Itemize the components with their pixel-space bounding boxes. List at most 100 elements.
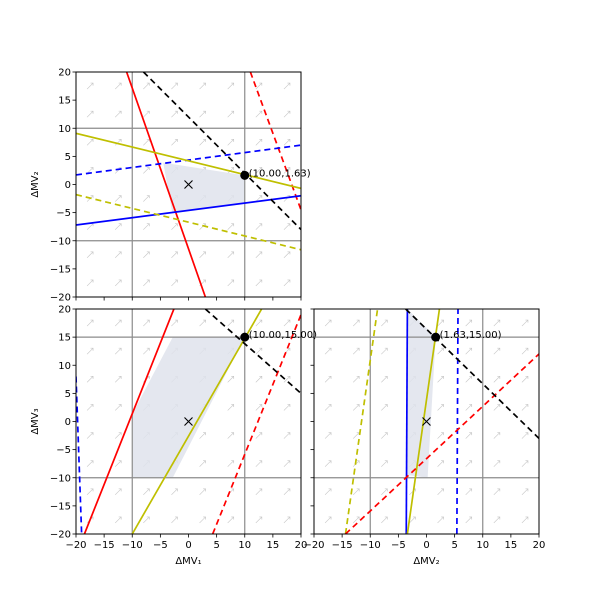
field-arrow [465, 375, 473, 383]
field-arrow [493, 319, 501, 327]
y-tick-label: −10 [50, 473, 71, 484]
x-tick-label: −15 [332, 540, 353, 551]
field-arrow [86, 347, 94, 355]
field-arrow [143, 110, 150, 118]
optimum-point [431, 332, 441, 342]
field-arrow [352, 516, 360, 524]
feasible-region [132, 337, 245, 478]
optimum-label: (10.00,1.63) [249, 168, 311, 179]
field-arrow [114, 432, 122, 439]
constraint-line-4 [344, 309, 379, 534]
constraint-line-4 [131, 309, 263, 534]
field-arrow [171, 82, 178, 90]
x-tick-label: 20 [533, 540, 546, 551]
field-arrow [86, 460, 94, 467]
constraint-line-5 [204, 309, 301, 395]
field-arrow [171, 279, 178, 287]
field-arrow [255, 432, 263, 439]
constraint-line-6 [76, 193, 301, 251]
origin-marker [184, 417, 193, 426]
y-tick-label: −5 [56, 208, 71, 219]
field-arrow [283, 460, 291, 467]
field-arrow [465, 319, 473, 327]
constraint-line-6 [405, 309, 539, 439]
plot-area [76, 72, 301, 297]
x-tick-label: −20 [65, 540, 86, 551]
field-arrow [437, 432, 444, 439]
field-arrow [227, 460, 235, 467]
field-arrow [381, 404, 388, 411]
panel-3: (1.63,15.00) −20 −15 −10 −5 0 5 10 15 20 ΔMV₂ [303, 308, 546, 567]
field-arrow [381, 516, 388, 524]
constraint-line-5 [76, 132, 301, 190]
field-arrow [227, 82, 235, 90]
field-arrow [255, 375, 263, 383]
field-arrow [227, 516, 235, 524]
y-axis-label: ΔMV₂ [30, 171, 41, 197]
field-arrow [143, 223, 150, 230]
field-arrow [381, 375, 388, 383]
field-arrow [143, 195, 150, 202]
field-arrow [465, 432, 473, 439]
field-arrow [171, 110, 178, 118]
field-arrow [255, 110, 263, 118]
field-arrow [493, 375, 501, 383]
y-tick-label: −5 [56, 445, 71, 456]
field-arrow [521, 375, 529, 383]
field-arrow [437, 516, 444, 524]
y-tick-label: 0 [65, 417, 71, 428]
field-arrow [114, 347, 122, 355]
constraint-line-5 [344, 353, 539, 534]
x-tick-label: 15 [505, 540, 518, 551]
field-arrow [227, 138, 235, 146]
field-arrow [437, 375, 444, 383]
constraint-line-1 [83, 309, 175, 534]
field-arrow [86, 82, 94, 90]
field-arrow [283, 404, 291, 411]
field-arrow [86, 319, 94, 327]
x-tick-label: −5 [153, 540, 168, 551]
field-arrow [283, 375, 291, 383]
constraint-line-1 [405, 309, 409, 534]
optimum-label: (10.00,15.00) [249, 330, 317, 341]
optimum-label: (1.63,15.00) [440, 330, 502, 341]
field-arrow [437, 319, 444, 327]
field-arrow [465, 460, 473, 467]
field-arrow [324, 516, 332, 524]
field-arrow [199, 223, 206, 230]
field-arrow [86, 404, 94, 411]
field-arrow [324, 460, 332, 467]
field-arrow [255, 167, 263, 174]
field-arrow [324, 404, 332, 411]
y-tick-label: 15 [58, 333, 71, 344]
field-arrow [521, 516, 529, 524]
x-tick-label: 10 [238, 540, 251, 551]
x-tick-label: 0 [185, 540, 191, 551]
field-arrow [283, 516, 291, 524]
y-tick-label: 0 [65, 180, 71, 191]
field-arrow [143, 488, 150, 496]
field-arrow [143, 251, 150, 259]
field-arrow [521, 488, 529, 496]
field-arrow [437, 404, 444, 411]
y-tick-label: −10 [50, 236, 71, 247]
field-arrow [199, 488, 206, 496]
field-arrow [199, 319, 206, 327]
panel-2: (10.00,15.00) −20 −15 −10 −5 0 5 10 15 20 −20 −15 −1… [30, 305, 317, 568]
origin-marker [422, 417, 431, 426]
field-arrow [437, 488, 444, 496]
field-arrow [255, 82, 263, 90]
x-tick-label: 20 [295, 540, 308, 551]
constraint-line-3 [76, 376, 83, 534]
x-axis-label: ΔMV₂ [413, 556, 439, 567]
field-arrow [143, 167, 150, 174]
field-arrow [227, 404, 235, 411]
field-arrow [381, 488, 388, 496]
field-arrow [324, 347, 332, 355]
field-arrow [521, 404, 529, 411]
field-arrow [381, 319, 388, 327]
field-arrow [437, 460, 444, 467]
field-arrow [465, 404, 473, 411]
field-arrow [143, 279, 150, 287]
